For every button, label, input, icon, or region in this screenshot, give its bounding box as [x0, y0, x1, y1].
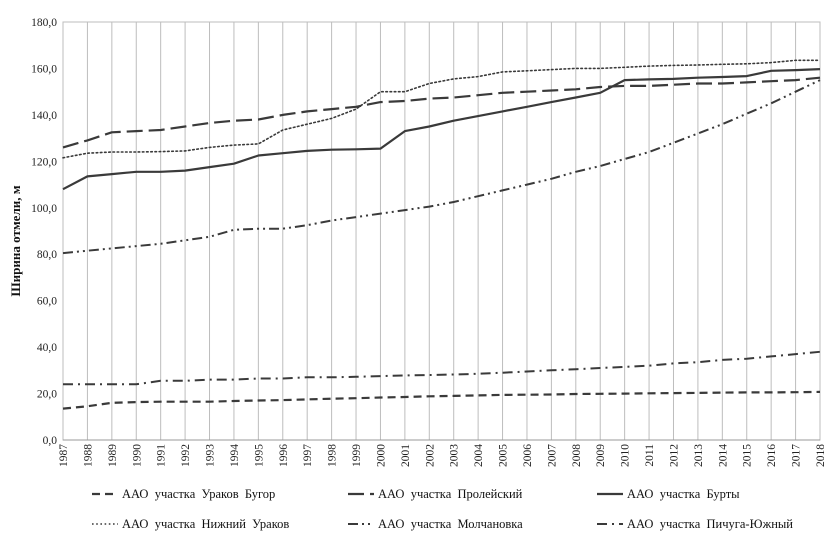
- x-tick-label: 2016: [766, 444, 778, 467]
- y-tick-label: 140,0: [31, 110, 57, 122]
- series-line-6: [63, 350, 821, 386]
- x-tick-label: 1995: [253, 444, 265, 467]
- legend-item-6: ААО участка Пичуга-Южный: [597, 517, 793, 531]
- grid: [62, 21, 821, 441]
- x-tick-label: 2004: [473, 444, 485, 467]
- legend-item-5: ААО участка Молчановка: [348, 517, 523, 531]
- series-lines: [62, 59, 821, 410]
- y-tick-label: 40,0: [37, 342, 57, 354]
- x-tick-label: 2013: [693, 444, 705, 467]
- legend-label: ААО участка Молчановка: [378, 517, 523, 531]
- x-tick-label: 1988: [82, 444, 94, 467]
- y-tick-label: 20,0: [37, 389, 57, 401]
- x-tick-label: 2014: [717, 444, 729, 467]
- y-tick-label: 0,0: [43, 435, 58, 447]
- x-tick-label: 2012: [668, 444, 680, 467]
- series-line-4: [62, 59, 821, 159]
- x-tick-label: 2001: [400, 444, 412, 467]
- legend-label: ААО участка Ураков Бугор: [122, 487, 275, 501]
- x-tick-label: 1987: [58, 444, 70, 467]
- x-tick-label: 1997: [302, 444, 314, 467]
- x-tick-label: 2005: [498, 444, 510, 467]
- legend-item-3: ААО участка Бурты: [597, 487, 740, 501]
- y-tick-label: 160,0: [31, 63, 57, 75]
- y-tick-label: 120,0: [31, 156, 57, 168]
- x-tick-label: 2011: [644, 444, 656, 467]
- x-tick-label: 1993: [205, 444, 217, 467]
- legend-label: ААО участка Нижний Ураков: [122, 517, 289, 531]
- legend-label: ААО участка Бурты: [627, 487, 740, 501]
- x-tick-label: 1998: [327, 444, 339, 467]
- x-tick-label: 2018: [815, 444, 826, 467]
- x-tick-label: 1990: [131, 444, 143, 467]
- x-tick-label: 2003: [449, 444, 461, 467]
- y-axis-label: Ширина отмели, м: [8, 185, 23, 296]
- x-tick-label: 2006: [522, 444, 534, 467]
- legend-label: ААО участка Пичуга-Южный: [627, 517, 793, 531]
- y-tick-labels: 0,0 20,0 40,0 60,0 80,0 100,0 120,0 140,0 160,0 1…: [31, 17, 57, 447]
- x-tick-label: 1999: [351, 444, 363, 467]
- x-tick-label: 2015: [742, 444, 754, 467]
- x-tick-label: 1996: [278, 444, 290, 467]
- series-line-3: [62, 68, 821, 191]
- legend-item-2: ААО участка Пролейский: [348, 487, 523, 501]
- x-tick-label: 1991: [156, 444, 168, 467]
- x-tick-label: 1994: [229, 444, 241, 467]
- legend-label: ААО участка Пролейский: [378, 487, 523, 501]
- x-tick-label: 2009: [595, 444, 607, 467]
- y-tick-label: 180,0: [31, 17, 57, 29]
- x-tick-label: 2008: [571, 444, 583, 467]
- series-line-5: [62, 79, 821, 255]
- legend-item-4: ААО участка Нижний Ураков: [92, 517, 289, 531]
- x-tick-label: 1989: [107, 444, 119, 467]
- y-tick-label: 80,0: [37, 249, 57, 261]
- x-tick-label: 2002: [424, 444, 436, 467]
- series-line-2: [62, 76, 821, 149]
- y-tick-label: 60,0: [37, 296, 57, 308]
- series-line-1: [62, 390, 821, 410]
- legend-item-1: ААО участка Ураков Бугор: [92, 487, 275, 501]
- x-tick-labels: 1987 1988 1989 1990 1991 1992 1993 1994 1995 1996…: [58, 444, 826, 467]
- x-tick-label: 2007: [546, 444, 558, 467]
- y-tick-label: 100,0: [31, 203, 57, 215]
- x-tick-label: 2017: [791, 444, 803, 467]
- legend: ААО участка Ураков Бугор ААО участка Прол…: [92, 487, 793, 531]
- x-tick-label: 2010: [620, 444, 632, 467]
- x-tick-label: 1992: [180, 444, 192, 467]
- x-tick-label: 2000: [375, 444, 387, 467]
